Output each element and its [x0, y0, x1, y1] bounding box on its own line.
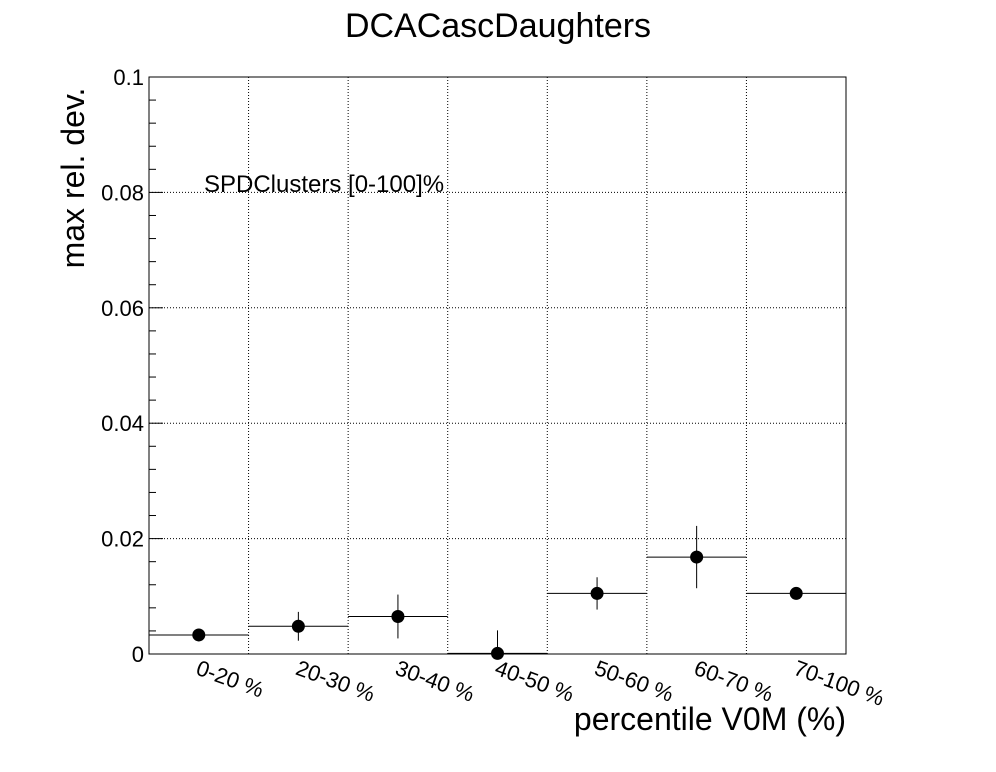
data-layer — [149, 525, 846, 660]
x-tick-label: 50-60 % — [591, 655, 677, 707]
data-point — [291, 619, 305, 633]
grid — [149, 77, 846, 654]
y-axis-label: max rel. dev. — [55, 88, 91, 269]
data-point — [491, 646, 504, 660]
axes: 0 0.02 0.04 0.06 0.08 0.1 0-20 % 20-30 % 30-40 %… — [101, 65, 887, 711]
x-tick-label: 0-20 % — [193, 655, 267, 702]
x-tick-label: 30-40 % — [392, 655, 478, 707]
x-tick-label: 20-30 % — [293, 655, 379, 707]
y-tick-label: 0.08 — [101, 180, 144, 205]
x-tick-label: 40-50 % — [492, 655, 578, 707]
y-tick-label: 0.06 — [101, 296, 144, 321]
data-point — [192, 628, 206, 642]
data-point — [391, 609, 405, 623]
annotation-label: SPDClusters [0-100]% — [204, 171, 444, 198]
data-point — [690, 550, 704, 564]
y-tick-label: 0.04 — [101, 411, 144, 436]
y-tick-label: 0 — [132, 642, 144, 667]
plot-frame — [148, 76, 847, 655]
y-tick-label: 0.1 — [113, 65, 144, 90]
chart-title: DCACascDaughters — [345, 7, 651, 45]
data-point — [590, 586, 604, 600]
data-point — [789, 586, 803, 600]
x-tick-label: 60-70 % — [691, 655, 777, 707]
x-axis-label: percentile V0M (%) — [574, 701, 846, 737]
y-tick-label: 0.02 — [101, 527, 144, 552]
